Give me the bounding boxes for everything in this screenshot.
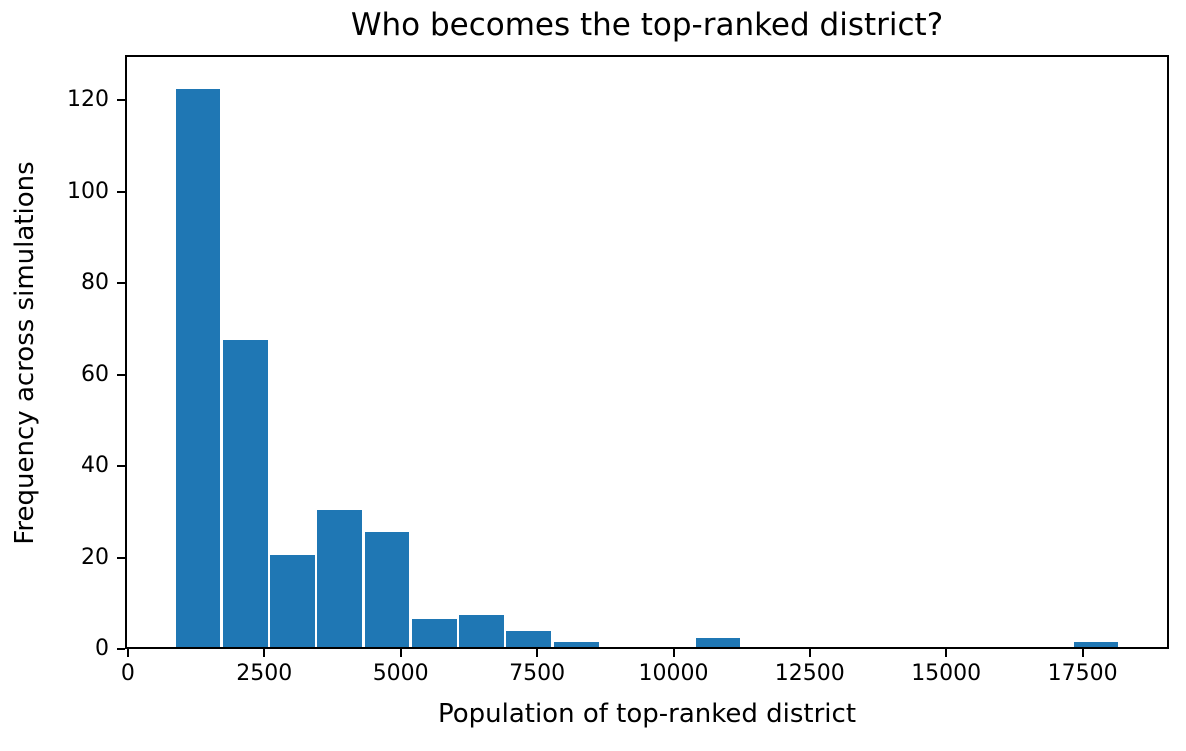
right-spine: [1167, 55, 1169, 649]
y-tick-mark: [117, 282, 125, 285]
x-tick-label: 15000: [911, 661, 982, 686]
x-tick-label: 5000: [372, 661, 429, 686]
y-tick-label: 100: [67, 178, 109, 204]
y-tick-mark: [117, 465, 125, 468]
histogram-bar: [553, 642, 599, 649]
x-tick-mark: [945, 649, 948, 657]
y-tick-label: 20: [81, 544, 109, 570]
y-tick-label: 120: [67, 87, 109, 113]
chart-title: Who becomes the top-ranked district?: [350, 7, 944, 43]
x-tick-label: 17500: [1047, 661, 1118, 686]
top-spine: [125, 55, 1169, 57]
histogram-bar: [222, 340, 268, 649]
x-tick-mark: [126, 649, 129, 657]
y-tick-label: 0: [95, 636, 109, 661]
y-tick-mark: [117, 648, 125, 650]
x-tick-label: 2500: [236, 661, 293, 686]
x-tick-label: 10000: [638, 661, 709, 686]
y-tick-label: 40: [81, 453, 109, 479]
y-axis-label: Frequency across simulations: [10, 161, 40, 545]
x-tick-label: 0: [120, 661, 135, 686]
y-tick-mark: [117, 373, 125, 376]
plot-area: 0 2500 5000 7500 10000 12500 15000 17500 0 20 40 60…: [67, 55, 1169, 686]
x-tick-mark: [1081, 649, 1084, 657]
bottom-spine: [125, 647, 1169, 649]
y-tick-mark: [117, 99, 125, 102]
x-tick-mark: [808, 649, 811, 657]
x-axis-label: Population of top-ranked district: [437, 699, 857, 729]
histogram-bar: [364, 532, 410, 649]
y-tick-mark: [117, 190, 125, 193]
histogram-bar: [1073, 642, 1119, 649]
x-tick-mark: [672, 649, 675, 657]
x-tick-mark: [399, 649, 402, 657]
histogram-bar: [506, 630, 552, 649]
x-tick-label: 7500: [509, 661, 566, 686]
left-spine: [125, 55, 127, 649]
histogram-bar: [317, 509, 363, 649]
x-tick-mark: [536, 649, 539, 657]
histogram-bar: [459, 614, 504, 649]
y-tick-mark: [117, 556, 125, 559]
x-tick-label: 12500: [774, 661, 845, 686]
histogram-bar: [695, 637, 741, 649]
histogram-bar: [411, 619, 457, 649]
histogram-bar: [270, 555, 315, 649]
y-tick-label: 80: [81, 270, 109, 296]
histogram-bar: [175, 89, 221, 649]
y-tick-label: 60: [81, 361, 109, 387]
x-tick-mark: [263, 649, 266, 657]
